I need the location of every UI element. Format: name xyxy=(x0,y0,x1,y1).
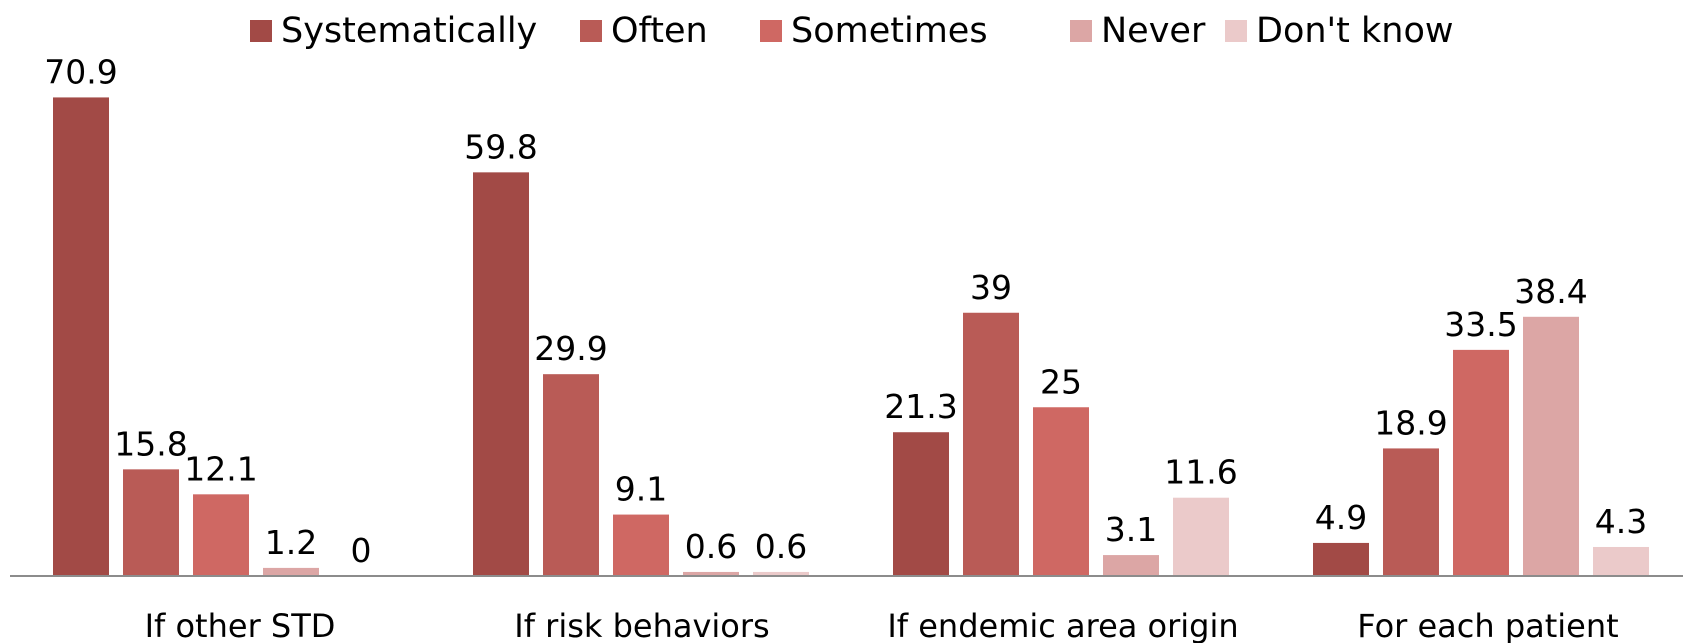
category-label-if-endemic-area-origin: If endemic area origin xyxy=(887,607,1238,643)
bar-never-if-endemic-area-origin xyxy=(1103,555,1159,576)
bar-never-if-other-std xyxy=(263,567,319,576)
data-label-sometimes-if-risk-behaviors: 9.1 xyxy=(615,470,667,509)
legend-swatch-often xyxy=(580,20,602,42)
category-label-for-each-patient: For each patient xyxy=(1357,607,1618,643)
legend-item-often: Often xyxy=(580,6,708,56)
bar-don-t-know-if-risk-behaviors xyxy=(753,571,809,576)
data-label-systematically-for-each-patient: 4.9 xyxy=(1315,498,1367,537)
category-label-if-other-std: If other STD xyxy=(145,607,336,643)
data-label-sometimes-if-other-std: 12.1 xyxy=(184,449,257,488)
category-label-if-risk-behaviors: If risk behaviors xyxy=(514,607,769,643)
data-label-often-if-other-std: 15.8 xyxy=(114,424,187,463)
bar-systematically-if-risk-behaviors xyxy=(473,172,529,576)
bar-sometimes-for-each-patient xyxy=(1453,349,1509,576)
data-label-often-if-endemic-area-origin: 39 xyxy=(970,268,1012,307)
data-label-sometimes-if-endemic-area-origin: 25 xyxy=(1040,362,1082,401)
bar-systematically-for-each-patient xyxy=(1313,542,1369,576)
data-label-never-for-each-patient: 38.4 xyxy=(1514,272,1587,311)
legend-item-dont-know: Don't know xyxy=(1225,6,1454,56)
bar-often-if-endemic-area-origin xyxy=(963,312,1019,576)
data-label-often-if-risk-behaviors: 29.9 xyxy=(534,329,607,368)
data-label-systematically-if-endemic-area-origin: 21.3 xyxy=(884,387,957,426)
data-label-systematically-if-other-std: 70.9 xyxy=(44,52,117,91)
legend-item-never: Never xyxy=(1070,6,1205,56)
bar-sometimes-if-risk-behaviors xyxy=(613,514,669,576)
bar-never-if-risk-behaviors xyxy=(683,571,739,576)
legend-swatch-never xyxy=(1070,20,1092,42)
data-label-often-for-each-patient: 18.9 xyxy=(1374,403,1447,442)
bar-don-t-know-for-each-patient xyxy=(1593,546,1649,576)
legend-label-dont-know: Don't know xyxy=(1256,11,1454,51)
data-label-never-if-other-std: 1.2 xyxy=(265,523,317,562)
data-label-don-t-know-for-each-patient: 4.3 xyxy=(1595,502,1647,541)
legend-label-sometimes: Sometimes xyxy=(791,11,988,51)
bar-don-t-know-if-endemic-area-origin xyxy=(1173,497,1229,576)
bar-often-if-other-std xyxy=(123,469,179,576)
legend-label-often: Often xyxy=(611,11,708,51)
bar-often-for-each-patient xyxy=(1383,448,1439,576)
data-label-systematically-if-risk-behaviors: 59.8 xyxy=(464,127,537,166)
legend-swatch-systematically xyxy=(250,20,272,42)
legend-label-systematically: Systematically xyxy=(281,11,538,51)
bar-never-for-each-patient xyxy=(1523,316,1579,576)
data-label-never-if-endemic-area-origin: 3.1 xyxy=(1105,510,1157,549)
data-label-never-if-risk-behaviors: 0.6 xyxy=(685,527,737,566)
bar-sometimes-if-endemic-area-origin xyxy=(1033,407,1089,576)
legend-label-never: Never xyxy=(1101,11,1206,51)
bar-often-if-risk-behaviors xyxy=(543,374,599,576)
data-label-don-t-know-if-endemic-area-origin: 11.6 xyxy=(1164,453,1237,492)
legend-item-systematically: Systematically xyxy=(250,6,537,56)
data-label-don-t-know-if-risk-behaviors: 0.6 xyxy=(755,527,807,566)
legend: Systematically Often Sometimes Never Don… xyxy=(0,6,1683,56)
legend-swatch-sometimes xyxy=(760,20,782,42)
legend-item-sometimes: Sometimes xyxy=(760,6,988,56)
legend-swatch-dont-know xyxy=(1225,20,1247,42)
data-label-sometimes-for-each-patient: 33.5 xyxy=(1444,305,1517,344)
bar-systematically-if-endemic-area-origin xyxy=(893,432,949,576)
bar-systematically-if-other-std xyxy=(53,97,109,577)
bar-sometimes-if-other-std xyxy=(193,494,249,576)
data-label-don-t-know-if-other-std: 0 xyxy=(351,531,372,570)
